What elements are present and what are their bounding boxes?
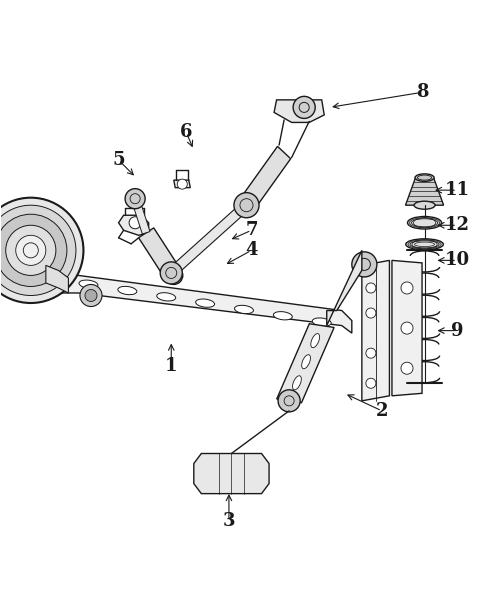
Ellipse shape <box>410 241 439 248</box>
Ellipse shape <box>312 318 331 326</box>
Ellipse shape <box>311 334 319 347</box>
Text: 7: 7 <box>245 221 258 239</box>
Circle shape <box>401 282 413 294</box>
Text: 1: 1 <box>165 357 178 375</box>
Text: 10: 10 <box>445 252 470 269</box>
Polygon shape <box>277 324 334 403</box>
Polygon shape <box>362 260 389 401</box>
Ellipse shape <box>157 293 176 301</box>
Polygon shape <box>194 454 269 493</box>
Circle shape <box>6 225 56 275</box>
Text: 9: 9 <box>451 322 463 340</box>
Ellipse shape <box>407 216 442 229</box>
Circle shape <box>80 284 102 306</box>
Ellipse shape <box>118 286 137 294</box>
Circle shape <box>401 362 413 374</box>
Circle shape <box>0 205 76 296</box>
Text: 2: 2 <box>376 402 388 420</box>
Circle shape <box>401 322 413 334</box>
Circle shape <box>366 283 376 293</box>
Ellipse shape <box>411 219 438 226</box>
Text: 11: 11 <box>445 181 470 199</box>
Circle shape <box>16 235 46 265</box>
Ellipse shape <box>415 174 434 181</box>
Text: 8: 8 <box>416 83 428 101</box>
Circle shape <box>0 214 67 287</box>
Circle shape <box>366 348 376 358</box>
Ellipse shape <box>293 375 301 390</box>
Ellipse shape <box>406 239 443 250</box>
Text: 6: 6 <box>180 123 193 141</box>
Ellipse shape <box>36 274 43 285</box>
Circle shape <box>160 262 182 284</box>
Polygon shape <box>174 180 190 188</box>
Ellipse shape <box>273 312 292 320</box>
Circle shape <box>85 290 97 302</box>
Polygon shape <box>327 250 362 325</box>
Polygon shape <box>46 265 68 293</box>
Text: 3: 3 <box>223 512 235 530</box>
Circle shape <box>278 390 300 412</box>
Circle shape <box>366 378 376 388</box>
Ellipse shape <box>302 355 310 369</box>
Circle shape <box>129 217 141 229</box>
Circle shape <box>125 189 145 209</box>
Ellipse shape <box>234 305 254 313</box>
Polygon shape <box>131 197 150 234</box>
Ellipse shape <box>414 201 435 209</box>
Text: 5: 5 <box>112 151 125 169</box>
Text: 12: 12 <box>445 216 470 234</box>
Circle shape <box>293 97 315 119</box>
Polygon shape <box>41 275 352 333</box>
Circle shape <box>366 308 376 318</box>
Ellipse shape <box>25 274 32 285</box>
Ellipse shape <box>196 299 215 308</box>
Polygon shape <box>392 260 422 396</box>
Circle shape <box>177 179 187 189</box>
Polygon shape <box>139 228 181 280</box>
Text: 4: 4 <box>245 241 258 259</box>
Circle shape <box>164 266 183 284</box>
Polygon shape <box>119 215 149 235</box>
Polygon shape <box>274 100 324 122</box>
Circle shape <box>234 193 259 218</box>
Polygon shape <box>405 178 444 205</box>
Circle shape <box>0 198 83 303</box>
Circle shape <box>352 252 377 277</box>
Circle shape <box>12 263 34 285</box>
Polygon shape <box>240 147 291 212</box>
Ellipse shape <box>47 274 54 285</box>
Ellipse shape <box>79 280 98 288</box>
Polygon shape <box>167 202 250 277</box>
